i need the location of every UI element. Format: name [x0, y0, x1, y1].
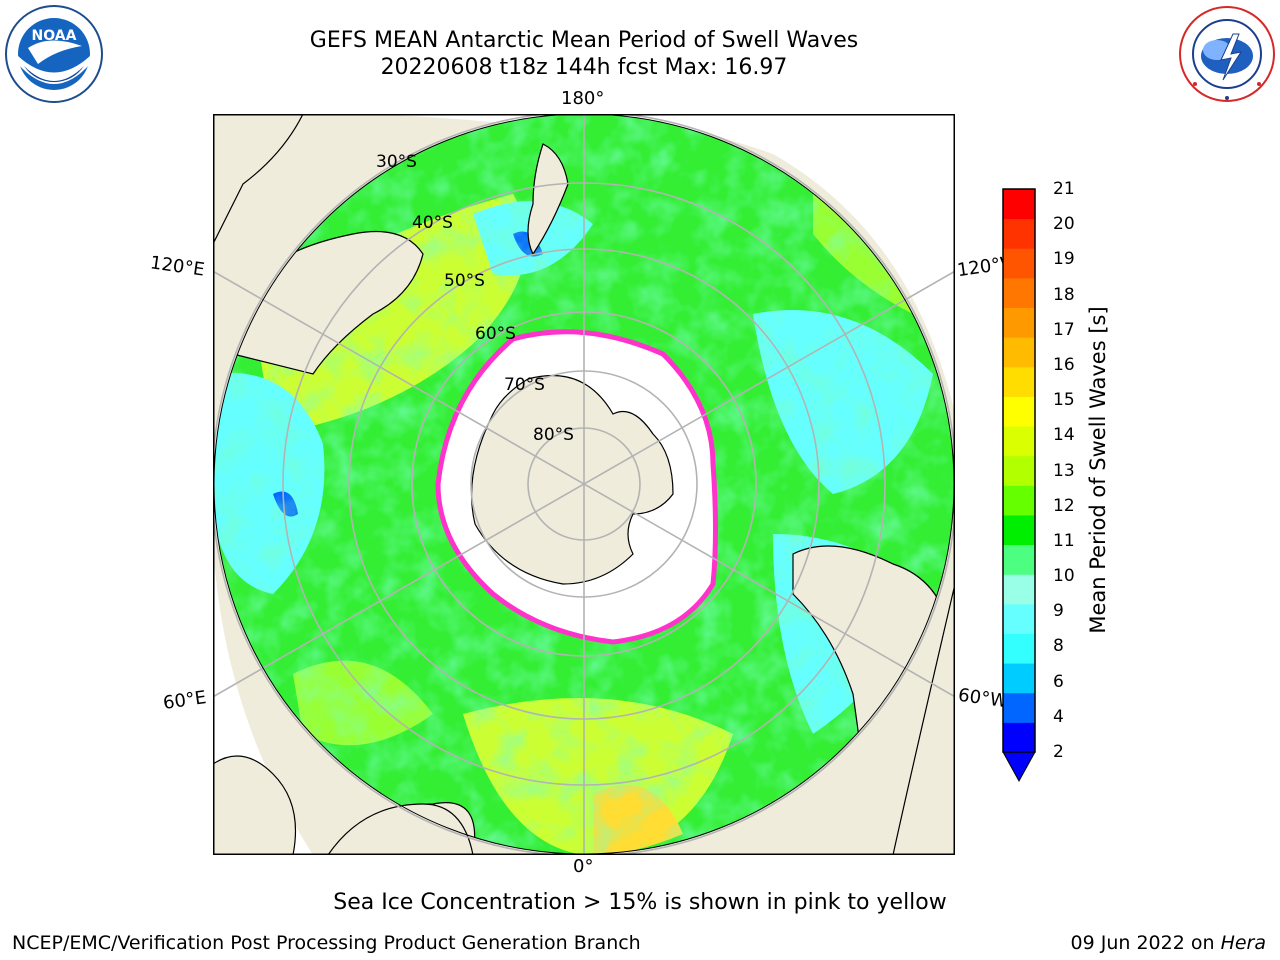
svg-text:NOAA: NOAA [32, 28, 77, 44]
map-subtitle: 20220608 t18z 144h fcst Max: 16.97 [380, 55, 788, 80]
colorbar-cell [1003, 455, 1035, 486]
colorbar-tick: 8 [1053, 636, 1064, 657]
colorbar-tick: 17 [1053, 319, 1075, 340]
footer-date: 09 Jun 2022 on Hera [1071, 932, 1266, 954]
lon-label-180: 180° [561, 88, 605, 109]
colorbar-tick: 18 [1053, 284, 1075, 305]
lat-label-50s: 50°S [444, 271, 485, 291]
colorbar-cell [1003, 485, 1035, 516]
colorbar-tick: 16 [1053, 354, 1075, 375]
colorbar-cell [1003, 663, 1035, 694]
colorbar-cell [1003, 603, 1035, 634]
nws-logo [1177, 4, 1277, 108]
colorbar-cell [1003, 277, 1035, 309]
colorbar-cell [1003, 514, 1035, 546]
colorbar-tick: 11 [1053, 530, 1075, 551]
lat-label-30s: 30°S [376, 152, 417, 172]
colorbar-cell [1003, 396, 1035, 427]
footer-host: Hera [1220, 932, 1266, 954]
colorbar-tick: 20 [1053, 214, 1075, 235]
colorbar-cell [1003, 189, 1035, 220]
lon-label-0: 0° [573, 856, 594, 877]
colorbar-cell [1003, 574, 1035, 605]
colorbar-tick: 9 [1053, 601, 1064, 622]
lat-label-70s: 70°S [504, 375, 545, 395]
colorbar-tick: 13 [1053, 460, 1075, 481]
colorbar-extend-arrow [1002, 751, 1036, 783]
lon-label-120e: 120°E [148, 252, 206, 281]
lat-label-80s: 80°S [533, 425, 574, 445]
colorbar-cell [1003, 426, 1035, 457]
colorbar-cell [1003, 722, 1035, 753]
colorbar-cell [1003, 218, 1035, 249]
colorbar-cell [1003, 633, 1035, 664]
graticule [213, 114, 955, 855]
colorbar-tick: 14 [1053, 425, 1075, 446]
colorbar-tick: 12 [1053, 495, 1075, 516]
lat-label-40s: 40°S [412, 213, 453, 233]
colorbar-cell [1003, 544, 1035, 575]
colorbar-tick: 10 [1053, 566, 1075, 587]
colorbar-tick: 19 [1053, 249, 1075, 270]
sea-ice-note: Sea Ice Concentration > 15% is shown in … [333, 890, 947, 915]
colorbar-tick: 21 [1053, 179, 1075, 199]
colorbar-label: Mean Period of Swell Waves [s] [1086, 306, 1110, 634]
colorbar-cell [1003, 248, 1035, 279]
lon-label-60e: 60°E [161, 687, 208, 714]
colorbar-cell [1003, 337, 1035, 368]
colorbar-cell [1003, 692, 1035, 723]
antarctica [470, 375, 674, 585]
footer-credit: NCEP/EMC/Verification Post Processing Pr… [12, 932, 641, 954]
colorbar-cell [1003, 366, 1035, 397]
lat-label-60s: 60°S [475, 324, 516, 344]
map-frame [213, 114, 955, 855]
colorbar [1002, 188, 1036, 784]
colorbar-tick: 2 [1053, 742, 1064, 762]
noaa-logo: NOAA [4, 4, 104, 108]
colorbar-tick: 15 [1053, 390, 1075, 411]
colorbar-tick: 6 [1053, 671, 1064, 692]
footer-date-text: 09 Jun 2022 on [1070, 932, 1221, 954]
polar-map [213, 114, 955, 855]
colorbar-tick: 4 [1053, 706, 1064, 727]
colorbar-cell [1003, 307, 1035, 338]
map-title: GEFS MEAN Antarctic Mean Period of Swell… [309, 28, 859, 53]
